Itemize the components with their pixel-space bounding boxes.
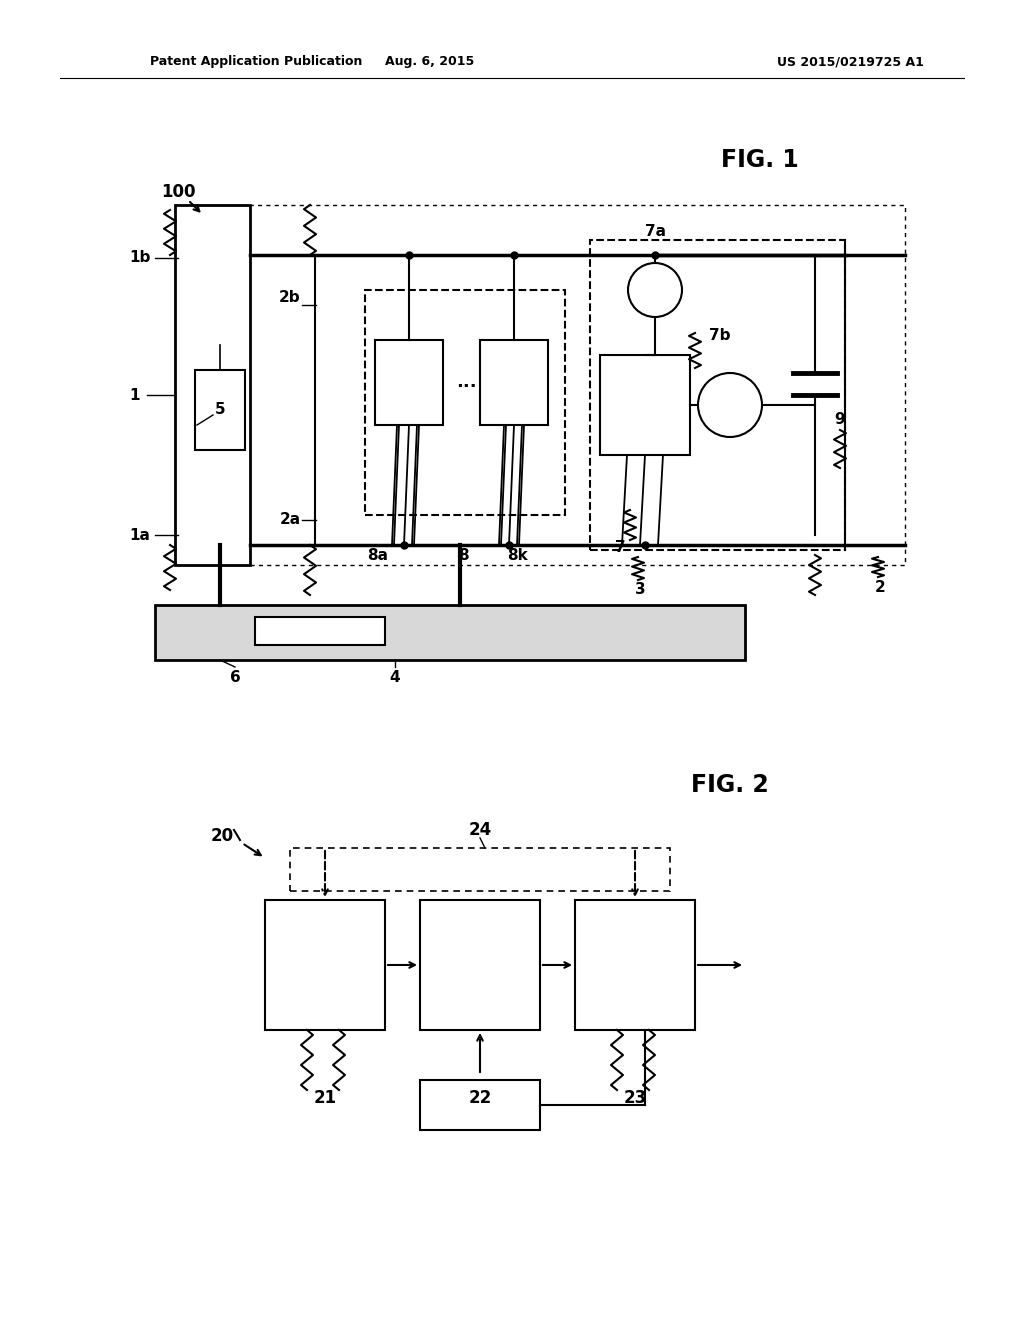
Text: 20: 20 [211, 828, 233, 845]
Bar [265, 900, 385, 1030]
Text: 4: 4 [390, 671, 400, 685]
Bar [375, 341, 443, 425]
Text: 7b: 7b [710, 329, 731, 343]
Bar [155, 605, 745, 660]
Text: 21: 21 [313, 1089, 337, 1107]
Text: 1b: 1b [129, 251, 151, 265]
Text: 23: 23 [624, 1089, 646, 1107]
Text: FIG. 2: FIG. 2 [691, 774, 769, 797]
Bar [255, 616, 385, 645]
Bar [195, 370, 245, 450]
Bar [480, 341, 548, 425]
Text: 100: 100 [161, 183, 196, 201]
Text: 7: 7 [614, 540, 626, 556]
Text: 6: 6 [229, 671, 241, 685]
Text: 8k: 8k [508, 548, 528, 562]
Text: FIG. 1: FIG. 1 [721, 148, 799, 172]
Text: US 2015/0219725 A1: US 2015/0219725 A1 [776, 55, 924, 69]
Bar [420, 1080, 540, 1130]
Text: 8a: 8a [368, 548, 388, 562]
Text: 22: 22 [468, 1089, 492, 1107]
Text: 9: 9 [835, 412, 846, 428]
Text: 2: 2 [874, 579, 886, 594]
Text: 1: 1 [130, 388, 140, 403]
Bar [420, 900, 540, 1030]
Text: 2b: 2b [280, 290, 301, 305]
Text: Aug. 6, 2015: Aug. 6, 2015 [385, 55, 475, 69]
Bar [175, 205, 250, 565]
Text: 1a: 1a [130, 528, 151, 543]
Text: 2a: 2a [280, 512, 301, 528]
Text: 3: 3 [635, 582, 645, 598]
Text: ...: ... [456, 374, 476, 391]
Bar [590, 240, 845, 550]
Bar [365, 290, 565, 515]
Text: Patent Application Publication: Patent Application Publication [150, 55, 362, 69]
Text: 7a: 7a [644, 224, 666, 239]
Bar [290, 847, 670, 891]
Bar [600, 355, 690, 455]
Text: 5: 5 [215, 403, 225, 417]
Text: 24: 24 [468, 821, 492, 840]
Bar [575, 900, 695, 1030]
Bar [175, 205, 905, 565]
Circle shape [628, 263, 682, 317]
Text: 8: 8 [458, 548, 468, 562]
Circle shape [698, 374, 762, 437]
